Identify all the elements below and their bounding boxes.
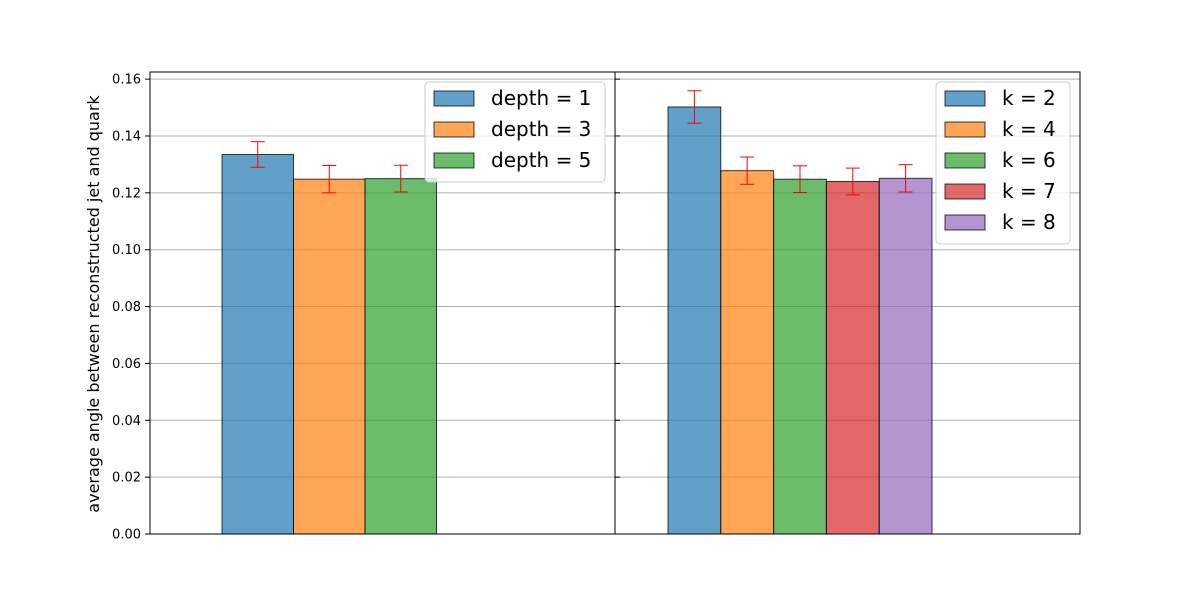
legend: k = 2 k = 4 k = 6 k = 7 k = 8 — [935, 81, 1071, 245]
bar — [720, 170, 775, 535]
bar — [773, 178, 827, 535]
legend-swatch — [944, 183, 986, 200]
y-tick-label: 0.12 — [112, 186, 141, 201]
plot-area: 0.00 0.02 0.04 0.06 0.08 0.10 0.12 0.14 0.16 dept… — [112, 71, 1081, 543]
y-tick-label: 0.16 — [112, 73, 141, 88]
legend-swatch — [433, 152, 475, 169]
legend-label: depth = 1 — [491, 86, 591, 110]
y-tick-label: 0.14 — [112, 129, 141, 144]
bar — [221, 153, 294, 535]
bar — [293, 178, 366, 535]
legend-label: k = 2 — [1002, 86, 1056, 110]
y-tick-label: 0.06 — [112, 357, 141, 372]
bar — [825, 180, 880, 535]
legend-label: depth = 5 — [491, 148, 591, 172]
axes-frame — [614, 71, 1081, 535]
legend-label: k = 4 — [1002, 117, 1056, 141]
bar — [364, 178, 437, 535]
legend-swatch — [433, 90, 475, 107]
y-tick-label: 0.00 — [112, 528, 141, 543]
legend: depth = 1 depth = 3 depth = 5 — [424, 81, 606, 183]
legend-swatch — [944, 214, 986, 231]
bar — [667, 106, 722, 535]
legend-swatch — [944, 152, 986, 169]
legend-swatch — [944, 90, 986, 107]
y-tick-label: 0.08 — [112, 300, 141, 315]
y-tick-label: 0.10 — [112, 243, 141, 258]
y-axis-label: average angle between reconstructed jet … — [84, 95, 103, 513]
legend-label: k = 7 — [1002, 179, 1056, 203]
bar — [878, 177, 933, 535]
legend-swatch — [433, 121, 475, 138]
legend-label: depth = 3 — [491, 117, 591, 141]
y-tick-label: 0.04 — [112, 414, 141, 429]
legend-label: k = 6 — [1002, 148, 1056, 172]
y-tick-label: 0.02 — [112, 471, 141, 486]
legend-swatch — [944, 121, 986, 138]
legend-label: k = 8 — [1002, 210, 1056, 234]
